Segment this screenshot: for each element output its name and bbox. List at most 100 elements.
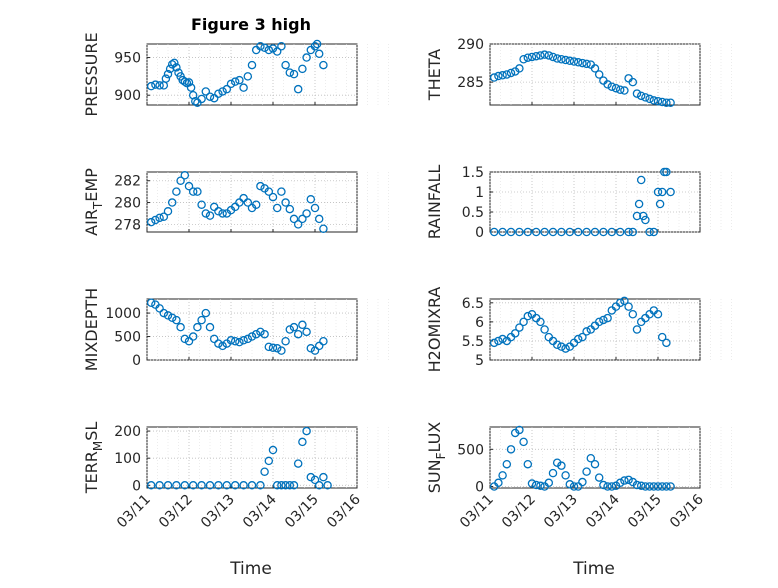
data-point <box>527 479 537 488</box>
data-point <box>624 227 633 237</box>
y-tick-label: 1000 <box>105 306 141 322</box>
data-point <box>314 481 324 490</box>
data-point <box>632 211 642 221</box>
data-point <box>197 94 206 104</box>
data-point <box>552 54 562 63</box>
y-tick-label: 290 <box>457 37 484 53</box>
data-point <box>615 85 625 95</box>
data-point <box>230 481 240 490</box>
data-point <box>628 309 638 319</box>
data-point <box>260 43 269 53</box>
data-point <box>498 334 507 344</box>
data-point <box>197 315 206 325</box>
data-point <box>620 476 629 485</box>
data-point <box>188 481 198 490</box>
x-tick-label: 03/12 <box>156 492 196 532</box>
chart-panel: 285 290 THETA <box>425 37 732 107</box>
x-axis-label-left: Time <box>229 559 272 579</box>
data-point <box>289 481 299 490</box>
data-point <box>285 481 295 490</box>
data-point <box>506 227 516 237</box>
y-axis-label: PRESSURE <box>82 32 101 116</box>
data-point <box>582 327 591 336</box>
data-point <box>256 42 265 51</box>
data-point <box>599 480 608 490</box>
data-point <box>293 459 303 468</box>
data-point <box>293 84 303 94</box>
data-point <box>226 79 236 89</box>
data-point <box>531 480 541 490</box>
data-point <box>561 471 570 480</box>
data-point <box>582 59 591 69</box>
y-axis-label: RAINFALL <box>425 165 444 240</box>
x-tick-label: 03/15 <box>625 492 665 532</box>
data-point <box>544 51 554 60</box>
data-point <box>624 475 633 485</box>
data-point <box>205 481 215 490</box>
data-point <box>155 481 164 490</box>
data-point <box>277 481 286 490</box>
data-point <box>565 227 575 237</box>
data-point <box>590 459 600 469</box>
data-point <box>193 322 202 332</box>
data-point <box>523 311 533 321</box>
data-point <box>319 336 328 346</box>
data-point <box>214 207 223 216</box>
data-point <box>251 200 261 209</box>
data-point <box>569 57 579 66</box>
data-point <box>306 195 316 204</box>
data-point <box>594 70 604 79</box>
data-point <box>180 77 190 86</box>
y-tick-label: 900 <box>114 88 141 104</box>
data-point <box>222 84 232 94</box>
data-point <box>184 78 194 87</box>
data-point <box>201 308 211 318</box>
data-point <box>310 203 320 213</box>
data-point <box>230 77 240 86</box>
data-point <box>302 53 311 62</box>
data-point <box>502 70 512 79</box>
data-point <box>298 320 307 330</box>
data-point <box>289 322 299 332</box>
data-point <box>582 227 591 237</box>
data-point <box>666 482 675 491</box>
data-point <box>531 227 541 237</box>
data-point <box>649 482 659 491</box>
data-point <box>662 338 671 348</box>
data-point <box>201 209 211 218</box>
data-point <box>582 467 591 476</box>
data-point <box>649 227 659 237</box>
data-point <box>565 480 575 489</box>
data-point <box>540 325 549 334</box>
data-point <box>205 322 215 332</box>
data-point <box>645 94 654 104</box>
data-point <box>180 171 190 180</box>
data-point <box>285 68 295 77</box>
data-point <box>557 227 566 237</box>
data-point <box>557 342 566 351</box>
data-point <box>293 220 303 229</box>
data-point <box>578 477 587 487</box>
data-point <box>639 211 648 221</box>
data-point <box>172 315 181 325</box>
chart-panel: 900 950 PRESSURE <box>82 32 389 117</box>
data-point <box>548 52 558 62</box>
data-point <box>641 482 650 491</box>
data-point <box>218 341 227 351</box>
data-point <box>209 202 219 212</box>
data-point <box>214 481 223 490</box>
data-point <box>494 336 503 346</box>
y-tick-label: 0 <box>475 225 484 241</box>
data-point <box>599 315 608 325</box>
data-point <box>260 329 269 339</box>
data-point <box>298 214 307 224</box>
data-point <box>306 472 316 482</box>
data-point <box>552 340 562 349</box>
data-point <box>163 69 173 79</box>
chart-panel: 0 500 SUNFLUX 03/11 03/12 03/13 03/14 03/15 03/1… <box>425 422 732 532</box>
data-point <box>645 482 654 491</box>
chart-panel: 5 5.5 6 6.5 H2OMIXRA <box>425 287 732 372</box>
data-point <box>272 47 282 56</box>
data-point <box>523 53 533 62</box>
data-point <box>281 336 290 346</box>
